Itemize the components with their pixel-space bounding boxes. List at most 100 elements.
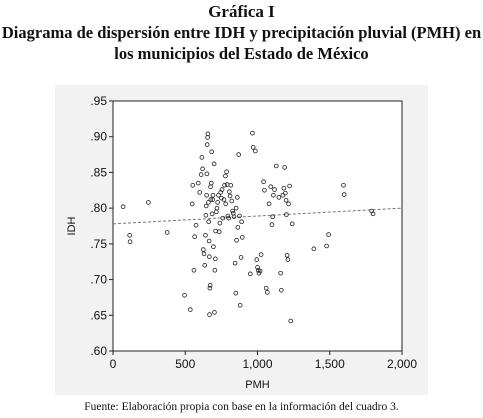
data-point: [204, 192, 209, 198]
data-point: [341, 192, 347, 197]
y-axis: .60 .65 .70 .75 .80 .85 .90 .95: [90, 94, 113, 358]
data-point: [235, 225, 241, 230]
data-point: [229, 198, 235, 204]
data-point: [283, 190, 288, 196]
data-point: [207, 282, 213, 288]
data-point: [261, 179, 266, 185]
data-point: [253, 148, 258, 154]
data-point: [231, 214, 237, 220]
data-point: [223, 201, 229, 207]
data-point: [206, 219, 211, 225]
x-axis-title: PMH: [245, 379, 270, 391]
data-point: [289, 221, 295, 227]
data-point: [211, 161, 217, 167]
data-point: [224, 169, 229, 175]
data-point: [193, 222, 199, 228]
data-point: [189, 201, 195, 207]
data-point: [276, 195, 282, 200]
data-point: [208, 180, 214, 186]
data-point: [284, 212, 289, 217]
data-point: [202, 262, 208, 268]
x-tick-label: 1,000: [242, 357, 272, 371]
data-point: [250, 130, 255, 136]
data-point: [206, 200, 211, 205]
data-point: [222, 182, 227, 188]
chart-title-block: Gráfica I Diagrama de dispersión entre I…: [0, 2, 483, 64]
data-point: [219, 187, 225, 192]
data-point: [223, 173, 228, 179]
data-point: [216, 192, 221, 198]
data-point: [288, 318, 294, 324]
data-point: [207, 312, 212, 317]
data-point: [212, 310, 217, 315]
data-point: [211, 244, 216, 250]
data-point: [272, 187, 277, 192]
data-point: [239, 219, 244, 225]
data-point: [203, 232, 208, 238]
data-point: [120, 204, 126, 210]
data-point: [234, 237, 239, 243]
data-points: [120, 130, 376, 324]
y-axis-title: IDH: [66, 216, 78, 235]
data-point: [191, 267, 197, 273]
data-point: [228, 182, 234, 188]
data-point: [197, 190, 203, 195]
x-tick-label: 0: [110, 357, 117, 371]
data-point: [207, 285, 213, 291]
x-tick-label: 1,500: [315, 357, 345, 371]
data-point: [205, 131, 211, 137]
data-point: [258, 252, 264, 257]
data-point: [283, 197, 289, 203]
data-point: [284, 252, 290, 258]
data-point: [287, 183, 292, 189]
data-point: [254, 257, 260, 262]
data-point: [209, 149, 214, 155]
data-point: [210, 192, 216, 198]
y-tick-label: .60: [90, 344, 107, 358]
data-point: [286, 201, 291, 207]
data-point: [201, 251, 207, 257]
data-point: [212, 267, 218, 273]
data-point: [209, 211, 215, 217]
data-point: [247, 271, 253, 277]
data-point: [234, 195, 240, 200]
data-point: [269, 222, 275, 227]
data-point: [226, 215, 231, 221]
y-tick-label: .75: [90, 237, 107, 251]
data-point: [281, 185, 287, 191]
data-point: [200, 166, 205, 172]
data-point: [225, 213, 231, 219]
data-point: [188, 307, 193, 312]
data-point: [203, 203, 209, 209]
data-point: [215, 200, 220, 205]
trend-line: [112, 207, 403, 225]
y-tick-label: .70: [90, 273, 107, 287]
data-point: [265, 290, 270, 295]
data-point: [195, 180, 201, 186]
data-point: [217, 220, 223, 226]
data-point: [127, 239, 133, 245]
data-point: [257, 268, 263, 274]
y-tick-label: .65: [90, 308, 107, 322]
data-point: [238, 255, 244, 260]
data-point: [232, 260, 238, 266]
data-point: [270, 214, 275, 220]
data-point: [127, 232, 132, 238]
data-point: [210, 197, 216, 202]
data-point: [216, 229, 222, 235]
y-tick-label: .95: [90, 94, 107, 108]
data-point: [220, 215, 226, 221]
chart-title-text: Diagrama de dispersión entre IDH y preci…: [1, 23, 482, 63]
data-point: [201, 247, 206, 252]
data-point: [273, 163, 279, 169]
chart-title: Diagrama de dispersión entre IDH y preci…: [0, 22, 483, 64]
data-point: [285, 257, 291, 262]
data-point: [182, 292, 187, 298]
data-point: [311, 246, 317, 252]
y-tick-label: .90: [90, 130, 107, 144]
data-point: [198, 172, 204, 177]
source-note: Fuente: Elaboración propia con base en l…: [84, 401, 399, 413]
data-point: [230, 208, 235, 214]
data-point: [227, 193, 233, 199]
